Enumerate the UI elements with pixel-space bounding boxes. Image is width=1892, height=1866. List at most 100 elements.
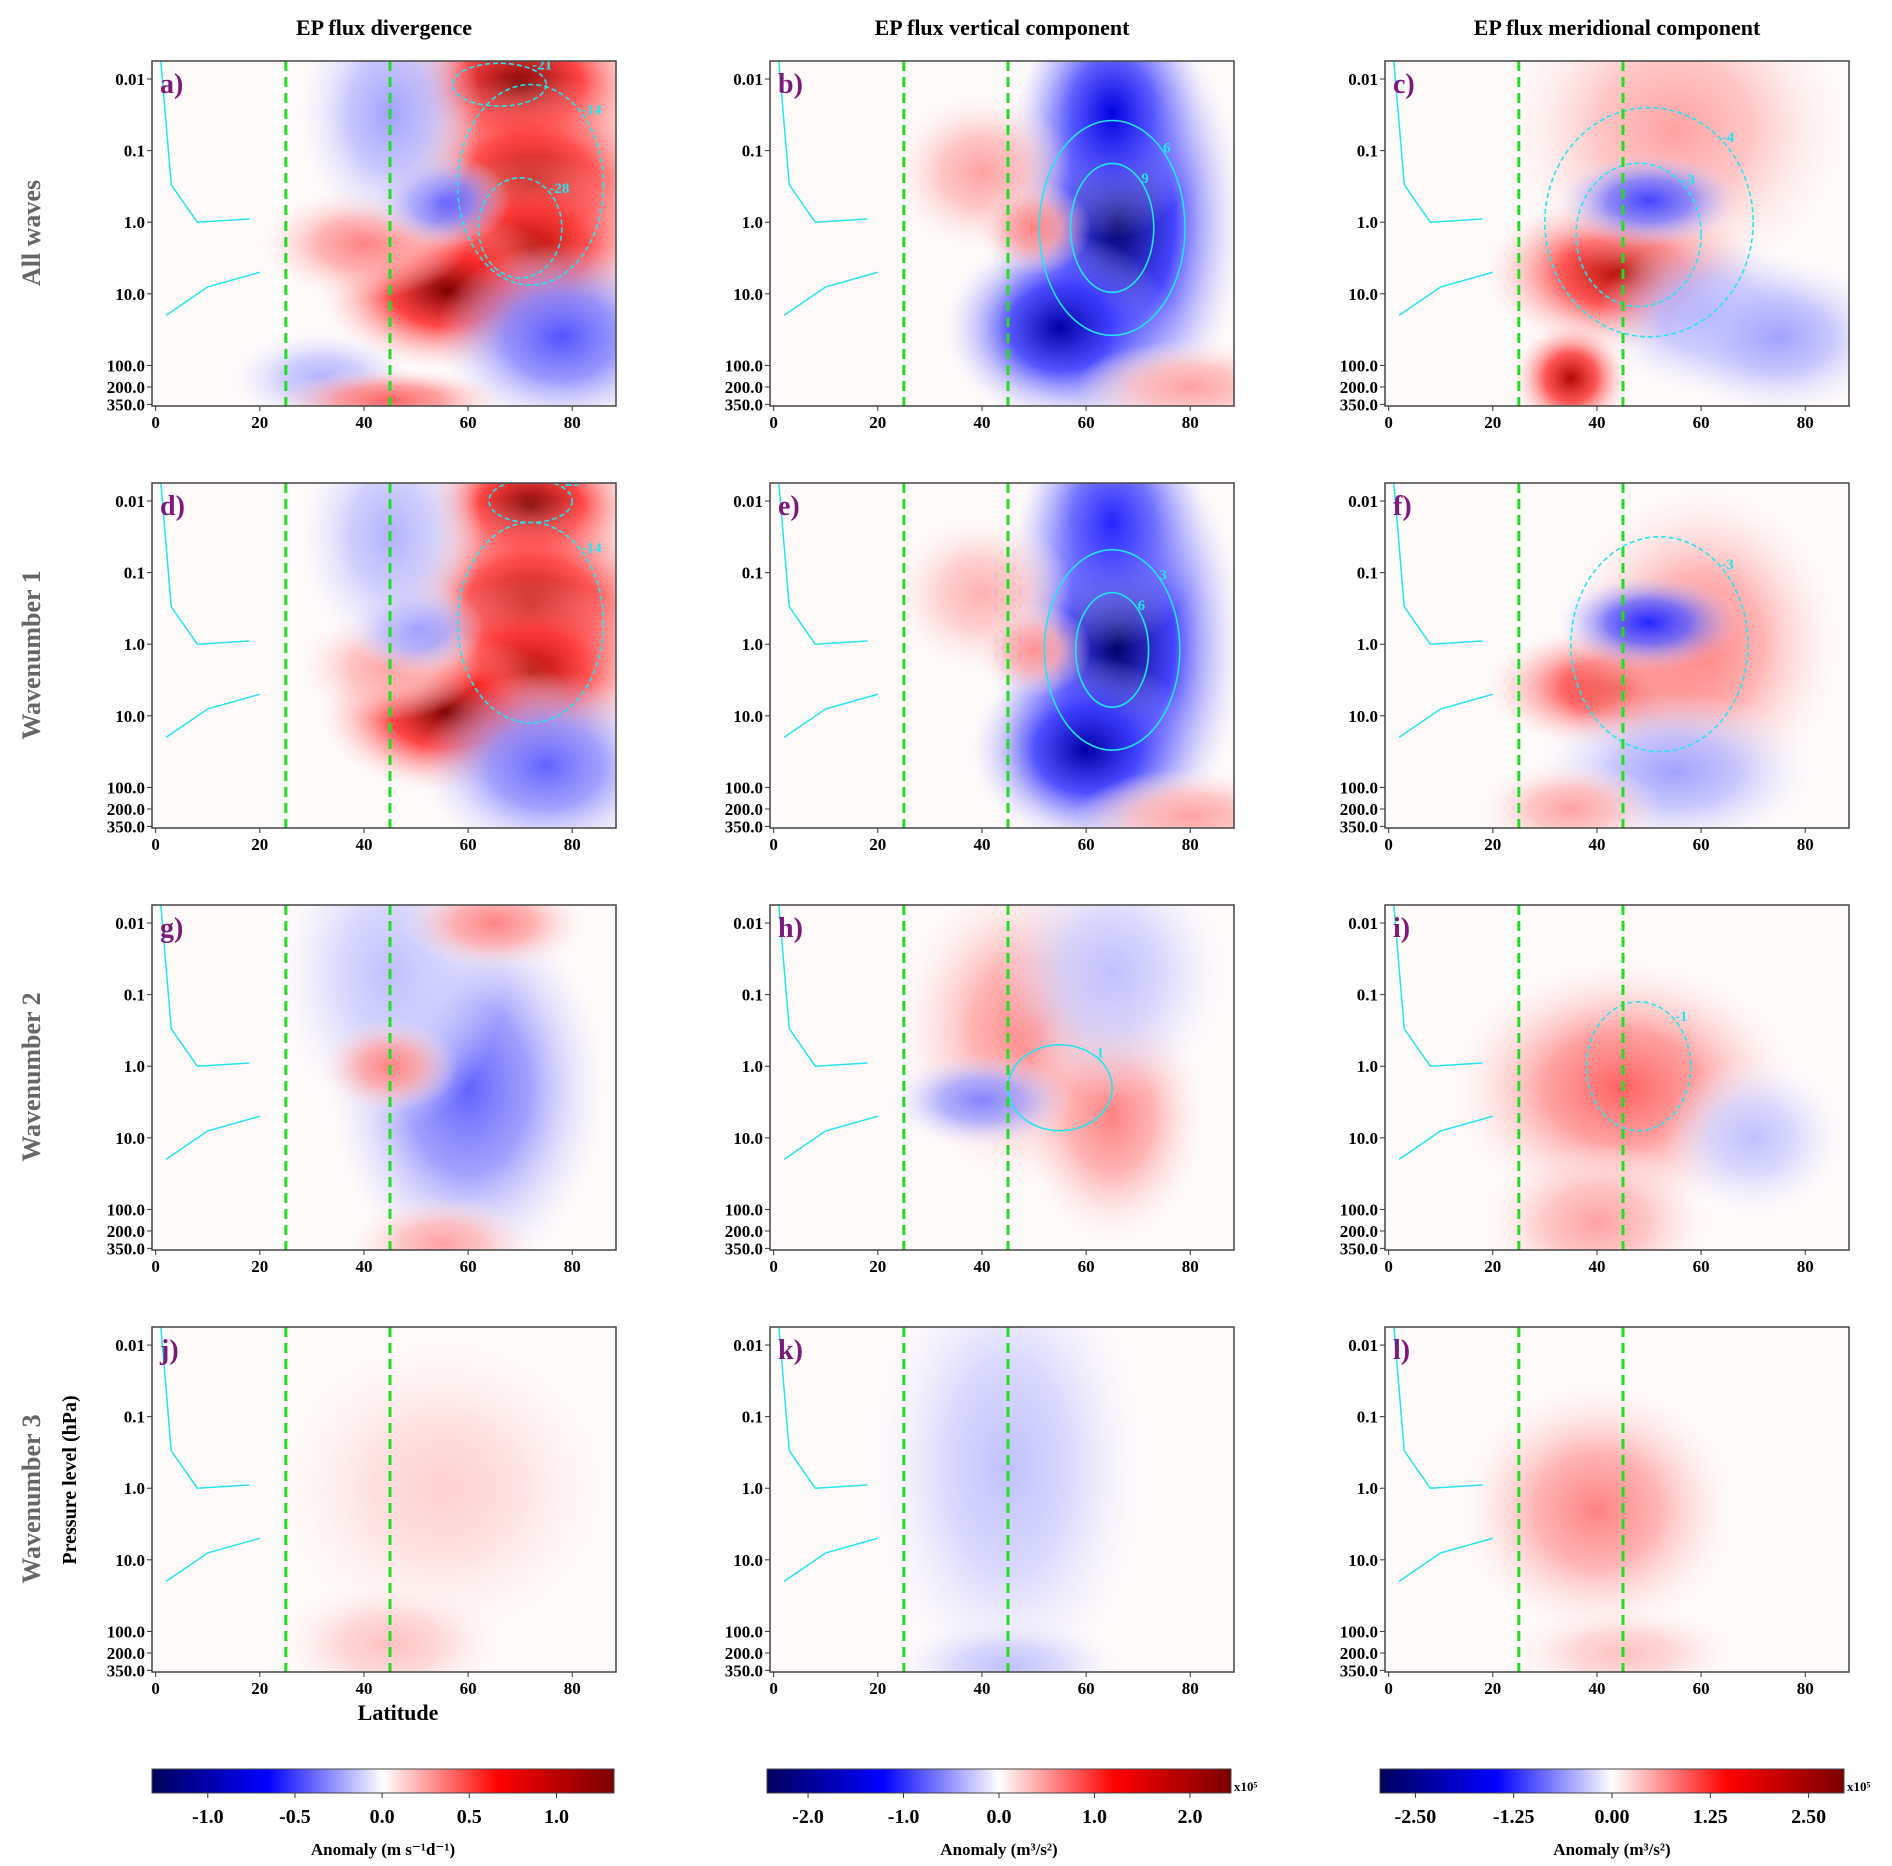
y-tick-label: 10.0 [733, 1551, 763, 1570]
colorbar-tick-label: -2.0 [792, 1806, 824, 1828]
negative-anomaly-region [893, 1618, 1123, 1672]
contour-label: -3 [1682, 173, 1695, 189]
panel-label: h) [778, 913, 803, 944]
x-tick-label: 0 [769, 1679, 778, 1698]
x-tick-label: 0 [1384, 1257, 1393, 1276]
colorbar-tick-label: -0.5 [279, 1806, 311, 1828]
x-tick-label: 60 [460, 1679, 477, 1698]
x-tick-label: 80 [564, 413, 581, 432]
colorbar-tick-label: 1.0 [544, 1806, 569, 1828]
plot-frame [769, 482, 1235, 829]
x-tick-label: 20 [1484, 1257, 1501, 1276]
colorbar-tick-label: -1.0 [192, 1806, 224, 1828]
y-tick-label: 10.0 [115, 285, 145, 304]
x-tick-label: 0 [1384, 835, 1393, 854]
colorbar-label: Anomaly (m³/s²) [1553, 1840, 1670, 1859]
x-tick-label: 20 [1484, 413, 1501, 432]
y-tick-label: 200.0 [1340, 1644, 1378, 1663]
positive-anomaly-region [1479, 761, 1663, 828]
y-tick-label: 0.01 [733, 492, 763, 511]
y-tick-label: 350.0 [107, 817, 145, 836]
y-tick-label: 10.0 [1348, 1551, 1378, 1570]
x-tick-label: 0 [1384, 413, 1393, 432]
x-tick-label: 80 [564, 835, 581, 854]
y-tick-label: 100.0 [1340, 1200, 1378, 1219]
colorbar-3: -2.50 -1.25 0.00 1.25 2.50 Anomaly (m³/s²) x10… [1379, 1768, 1871, 1859]
y-tick-label: 350.0 [107, 1661, 145, 1680]
y-tick-label: 10.0 [1348, 1129, 1378, 1148]
x-tick-label: 40 [355, 1679, 372, 1698]
y-tick-label: 200.0 [1340, 800, 1378, 819]
y-tick-label: 100.0 [107, 778, 145, 797]
y-tick-label: 10.0 [115, 1129, 145, 1148]
positive-anomaly-region [270, 1330, 614, 1646]
y-tick-label: 1.0 [742, 635, 763, 654]
positive-anomaly-region [1459, 1383, 1735, 1636]
contour-line [1544, 106, 1754, 338]
x-tick-label: 0 [151, 1679, 160, 1698]
x-axis-label: Latitude [358, 1700, 439, 1725]
negative-anomaly-region [1664, 258, 1849, 406]
x-tick-label: 60 [1693, 413, 1710, 432]
y-tick-label: 200.0 [107, 800, 145, 819]
zero-contour [778, 483, 879, 739]
panel-label: b) [778, 69, 803, 100]
negative-anomaly-region [420, 671, 616, 828]
y-tick-label: 0.1 [742, 986, 763, 1005]
x-tick-label: 40 [1588, 1257, 1605, 1276]
y-tick-label: 100.0 [107, 1200, 145, 1219]
colorbar-label: Anomaly (m³/s²) [940, 1840, 1057, 1859]
x-tick-label: 80 [1797, 413, 1814, 432]
plot-frame [151, 60, 617, 407]
y-tick-label: 200.0 [1340, 1222, 1378, 1241]
contour-label: 9 [1141, 171, 1149, 187]
zero-contour [160, 483, 261, 739]
x-tick-label: 80 [1797, 1257, 1814, 1276]
x-tick-label: 0 [151, 413, 160, 432]
x-tick-label: 60 [1693, 1257, 1710, 1276]
column-title-1: EP flux divergence [296, 15, 472, 40]
y-tick-label: 1.0 [742, 213, 763, 232]
plot-frame [1384, 60, 1850, 407]
colorbar-tick-label: 2.50 [1791, 1806, 1826, 1828]
positive-anomaly-region [402, 905, 586, 971]
colorbar-tick-label: -1.25 [1493, 1806, 1535, 1828]
contour-line [1043, 548, 1181, 751]
contour-line [1038, 119, 1186, 337]
contour-line [477, 176, 563, 279]
y-tick-label: 0.1 [124, 986, 145, 1005]
panel-label: k) [778, 1335, 803, 1366]
contour-label: -1 [1675, 1009, 1688, 1025]
x-tick-label: 40 [355, 413, 372, 432]
panel-label: e) [778, 491, 800, 522]
colorbar-tick-label: 2.0 [1177, 1806, 1202, 1828]
y-tick-label: 100.0 [107, 356, 145, 375]
x-tick-label: 80 [1182, 413, 1199, 432]
y-tick-label: 200.0 [725, 378, 763, 397]
column-title-3: EP flux meridional component [1474, 15, 1761, 40]
x-tick-label: 40 [355, 835, 372, 854]
positive-anomaly-region [275, 1581, 505, 1672]
column-title-2: EP flux vertical component [875, 15, 1130, 40]
y-tick-label: 100.0 [725, 356, 763, 375]
x-tick-label: 20 [251, 1257, 268, 1276]
x-tick-label: 80 [1182, 1679, 1199, 1698]
y-tick-label: 0.01 [115, 70, 145, 89]
y-tick-label: 0.01 [733, 70, 763, 89]
contour-label: 1 [1097, 1046, 1105, 1062]
x-tick-label: 80 [1797, 835, 1814, 854]
x-tick-label: 80 [564, 1257, 581, 1276]
zero-contour [1393, 61, 1494, 317]
y-tick-label: 100.0 [725, 1200, 763, 1219]
contour-line [1585, 1000, 1692, 1132]
panel-label: d) [160, 491, 185, 522]
x-tick-label: 20 [1484, 835, 1501, 854]
y-tick-label: 350.0 [725, 817, 763, 836]
zero-contour [1393, 483, 1494, 739]
y-tick-label: 0.1 [742, 564, 763, 583]
